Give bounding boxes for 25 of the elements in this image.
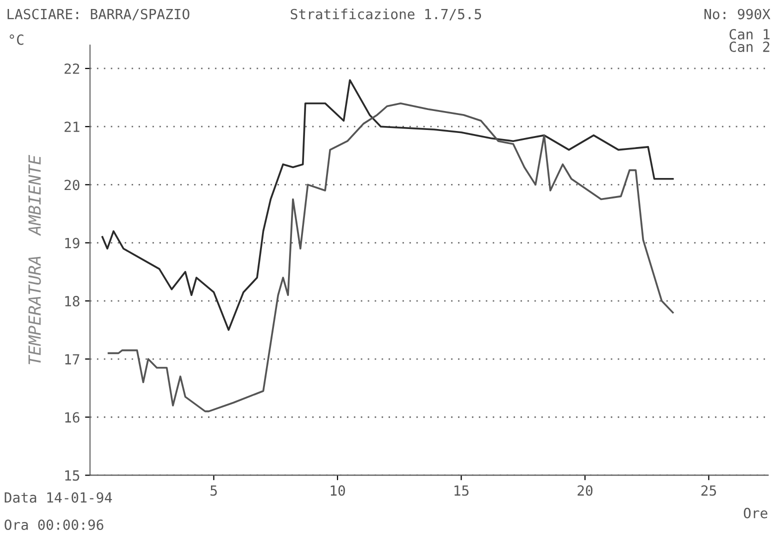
text: Data 14-01-94 (4, 492, 112, 503)
x-tick-label: 15 (454, 485, 468, 496)
line-series (101, 79, 674, 331)
y-tick-label: 21 (64, 122, 80, 132)
line-series (108, 102, 674, 412)
y-tick-label: 15 (65, 470, 80, 481)
chart-title: Stratificazione 1.7/5.5 (290, 8, 482, 20)
y-tick-label: 17 (65, 354, 80, 364)
annotation: Can 2 (730, 42, 770, 52)
text: °C (10, 34, 24, 45)
y-tick-label: 19 (65, 238, 80, 248)
x-tick-label: 25 (701, 485, 716, 496)
text: LASCIARE: BARRA/SPAZIO (8, 8, 190, 20)
y-tick-label: 22 (64, 63, 80, 74)
y-tick-label: 18 (65, 296, 80, 306)
text: Ora 00:00:96 (4, 519, 104, 530)
y-tick-label: 16 (65, 412, 80, 423)
y-axis-title: TEMPERATURA AMBIENTE (28, 154, 41, 364)
text: Can 1 (730, 28, 770, 40)
x-tick-label: 5 (210, 485, 217, 496)
x-tick-label: 10 (330, 485, 345, 496)
x-axis-title: Ore (744, 508, 768, 518)
y-tick-label: 20 (64, 180, 80, 190)
text: No: 990X (704, 8, 770, 20)
x-tick-label: 20 (578, 485, 592, 496)
